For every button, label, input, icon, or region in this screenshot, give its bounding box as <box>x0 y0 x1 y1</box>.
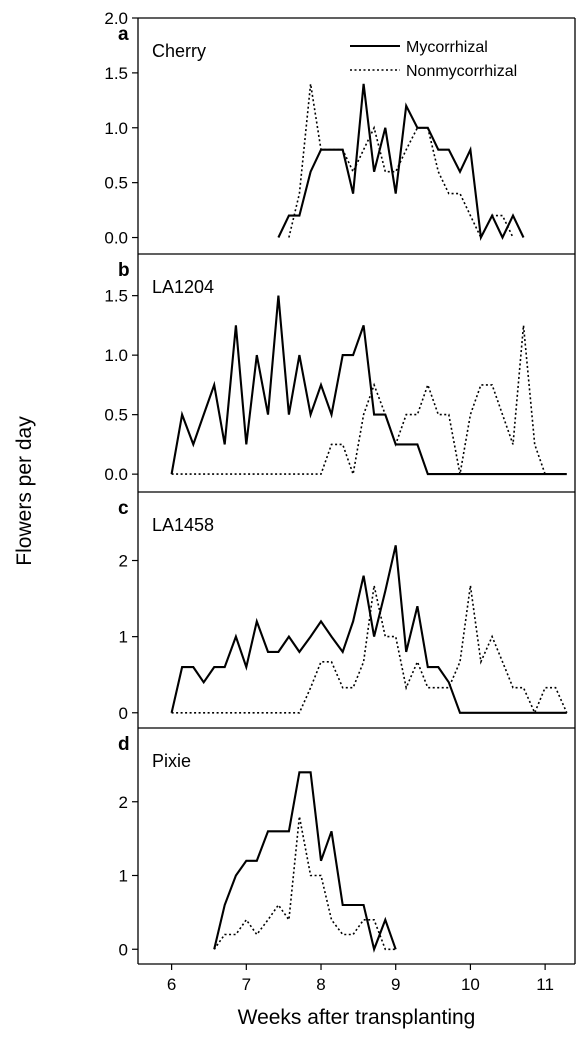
series-line-mycorrhizal <box>277 83 525 242</box>
panel-c: 0 1 2 c LA1458 <box>118 491 575 723</box>
panel-b: 0.0 0.5 1.0 1.5 b LA1204 <box>104 253 575 484</box>
panel-d: 0 1 2 d Pixie <box>118 727 575 959</box>
x-tick-label: 8 <box>316 975 325 994</box>
series-line-nonmycorrhizal <box>213 816 396 951</box>
series-line-mycorrhizal <box>213 771 397 953</box>
x-tick-label: 11 <box>536 975 554 994</box>
y-tick-label: 0.0 <box>104 229 128 248</box>
x-tick-label: 10 <box>461 975 480 994</box>
series-line-mycorrhizal <box>170 545 567 714</box>
y-tick-label: 1.0 <box>104 119 128 138</box>
panel-name: LA1458 <box>152 515 214 535</box>
series-line-nonmycorrhizal <box>288 83 514 240</box>
x-tick-label: 9 <box>391 975 400 994</box>
y-tick-label: 0 <box>119 940 128 959</box>
y-tick-label: 2 <box>119 552 128 571</box>
legend: Mycorrhizal Nonmycorrhizal <box>350 39 517 80</box>
y-tick-label: 1 <box>119 867 128 886</box>
panel-letter: a <box>118 24 129 45</box>
y-tick-label: 0 <box>119 704 128 723</box>
series-line-nonmycorrhizal <box>171 325 546 478</box>
panel-letter: b <box>118 260 130 281</box>
panel-name: LA1204 <box>152 277 214 297</box>
x-axis-title: Weeks after transplanting <box>238 1006 476 1029</box>
y-axis-title: Flowers per day <box>13 416 36 566</box>
x-tick-label: 7 <box>242 975 251 994</box>
y-tick-label: 0.5 <box>104 174 128 193</box>
y-tick-label: 0.0 <box>104 465 128 484</box>
panel-name: Pixie <box>152 751 191 771</box>
panel-letter: d <box>118 734 130 755</box>
legend-label: Mycorrhizal <box>406 39 488 56</box>
panel-a: 0.0 0.5 1.0 1.5 2.0a Cherry <box>104 9 525 248</box>
y-tick-label: 0.5 <box>104 406 128 425</box>
y-tick-label: 1.5 <box>104 64 128 83</box>
series-line-nonmycorrhizal <box>171 585 568 715</box>
x-tick-label: 6 <box>167 975 176 994</box>
panel-name: Cherry <box>152 41 206 61</box>
series-line-mycorrhizal <box>170 295 567 476</box>
y-tick-label: 2 <box>119 793 128 812</box>
panel-letter: c <box>118 498 129 519</box>
y-tick-label: 2.0 <box>104 9 128 28</box>
y-tick-label: 1.5 <box>104 287 128 306</box>
y-tick-label: 1 <box>119 628 128 647</box>
y-tick-label: 1.0 <box>104 346 128 365</box>
legend-label: Nonmycorrhizal <box>406 63 517 80</box>
